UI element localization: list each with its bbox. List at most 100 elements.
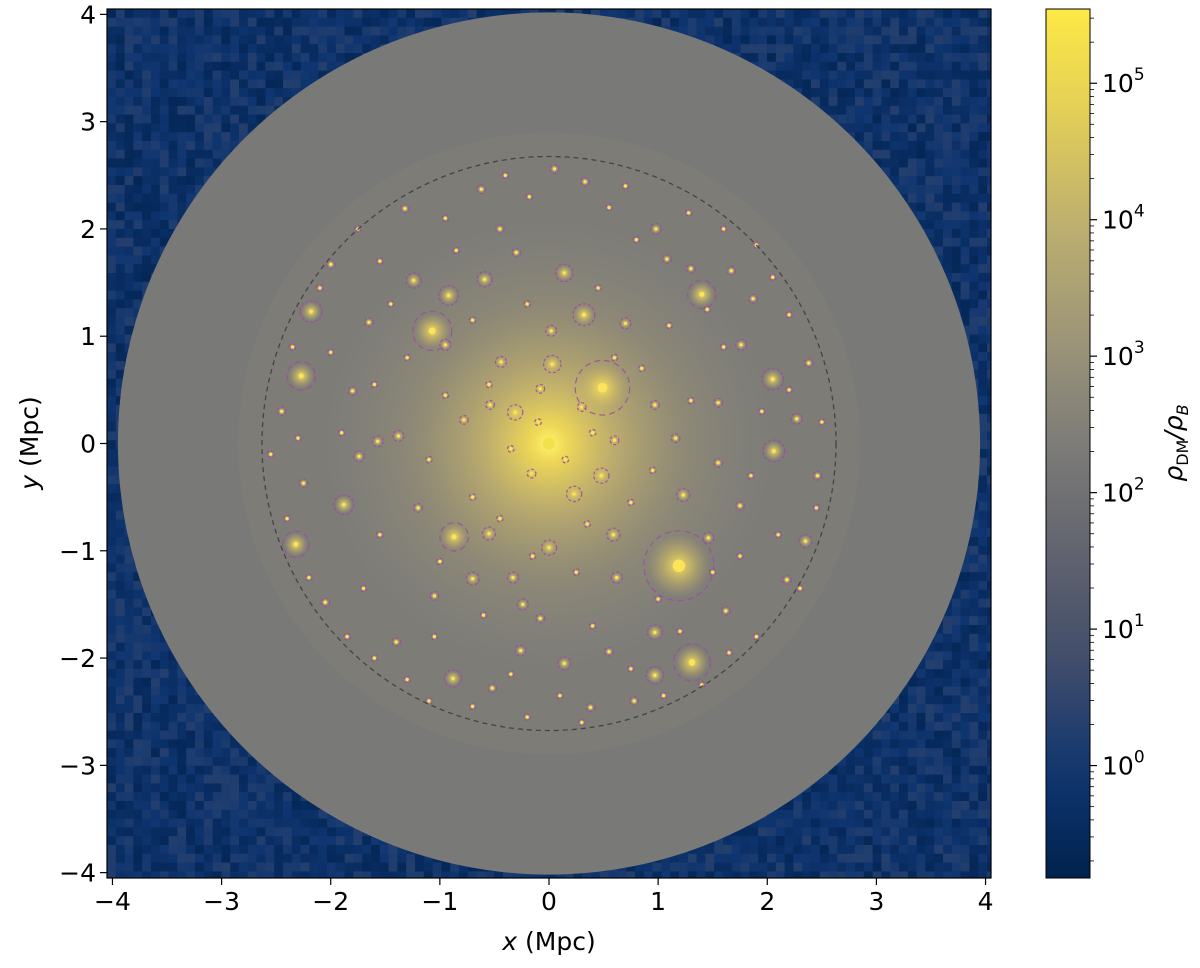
- subhalo-marker: [298, 478, 309, 489]
- subhalo: [315, 284, 324, 292]
- subhalo-core: [672, 559, 686, 573]
- subhalo-marker: [588, 428, 597, 437]
- subhalo-core: [443, 216, 447, 220]
- subhalo-core: [451, 534, 457, 540]
- subhalo-core: [585, 522, 589, 526]
- subhalo-marker: [353, 450, 366, 463]
- subhalo-core: [269, 452, 273, 456]
- subhalo-marker: [661, 254, 672, 264]
- subhalo-core: [607, 650, 611, 654]
- subhalo: [542, 354, 562, 374]
- subhalo: [604, 646, 614, 657]
- subhalo-core: [705, 307, 709, 311]
- colorbar-bar: [1045, 8, 1091, 879]
- subhalo-core: [771, 275, 775, 279]
- subhalo-marker: [781, 574, 792, 585]
- subhalo: [659, 691, 668, 700]
- subhalo-marker: [790, 412, 803, 425]
- subhalo-marker: [354, 225, 362, 233]
- subhalo-core: [798, 586, 802, 590]
- subhalo: [585, 702, 596, 713]
- subhalo: [785, 385, 793, 394]
- subhalo-core: [498, 516, 502, 521]
- subhalo: [343, 632, 351, 641]
- y-tick-label: −4: [59, 859, 96, 888]
- subhalo-core: [280, 409, 284, 413]
- subhalo-core: [739, 343, 743, 347]
- subhalo: [574, 359, 631, 416]
- subhalo: [326, 348, 335, 357]
- subhalo-core: [503, 173, 507, 177]
- subhalo-marker: [391, 637, 402, 647]
- subhalo-core: [428, 327, 436, 335]
- subhalo-marker: [817, 418, 826, 426]
- subhalo-marker: [441, 391, 450, 400]
- subhalo-core: [443, 343, 447, 347]
- subhalo: [761, 367, 785, 391]
- subhalo-core: [471, 318, 475, 322]
- subhalo-core: [499, 360, 503, 364]
- subhalo-core: [688, 659, 696, 666]
- subhalo: [516, 598, 529, 611]
- subhalo-marker: [621, 182, 630, 190]
- subhalo-marker: [496, 514, 504, 523]
- subhalo-core: [479, 187, 483, 191]
- subhalo: [619, 317, 632, 330]
- subhalo-core: [572, 492, 576, 496]
- subhalo-marker: [629, 696, 640, 706]
- subhalo-marker: [413, 502, 424, 513]
- colorbar-label: ρDM/ρB: [1159, 404, 1192, 481]
- subhalo-core: [519, 648, 523, 653]
- subhalo-core: [525, 715, 529, 719]
- subhalo-marker: [425, 455, 433, 464]
- subhalo-core: [547, 545, 551, 550]
- y-tick-label: 4: [80, 0, 96, 29]
- subhalo-core: [580, 405, 584, 409]
- subhalo-marker: [576, 402, 587, 412]
- subhalo: [572, 568, 581, 577]
- subhalo: [594, 284, 602, 292]
- subhalo-marker: [282, 530, 310, 559]
- subhalo-marker: [626, 498, 635, 507]
- subhalo: [438, 285, 460, 306]
- y-tick-label: 1: [80, 322, 96, 351]
- subhalo-core: [711, 570, 715, 574]
- subhalo-core: [615, 576, 619, 580]
- subhalo: [439, 338, 452, 351]
- y-axis-ticks: −4 −3 −2 −1 0 1 2 3 4: [59, 0, 107, 888]
- subhalo: [583, 520, 592, 528]
- subhalo-marker: [645, 665, 665, 685]
- subhalo-marker: [534, 418, 542, 426]
- subhalo: [735, 338, 748, 351]
- subhalo: [391, 637, 402, 647]
- subhalo-marker: [687, 279, 717, 310]
- subhalo-marker: [438, 285, 460, 306]
- subhalo-marker: [494, 355, 508, 369]
- subhalo-marker: [399, 203, 410, 214]
- subhalo: [298, 478, 309, 489]
- y-tick-label: 3: [80, 108, 96, 137]
- subhalo-core: [706, 536, 710, 540]
- colorbar: 100 101 102 103 104 105 ρDM/ρB: [1045, 8, 1192, 879]
- subhalo-marker: [583, 520, 592, 528]
- subhalo-core: [563, 457, 567, 462]
- subhalo-core: [623, 184, 627, 188]
- subhalo: [736, 552, 744, 561]
- subhalo: [425, 455, 433, 464]
- subhalo-core: [357, 454, 361, 458]
- subhalo-core: [673, 436, 678, 440]
- subhalo-core: [389, 302, 393, 306]
- colorbar-tick-label: 101: [1102, 611, 1145, 644]
- subhalo: [441, 391, 450, 400]
- subhalo-marker: [347, 385, 358, 396]
- subhalo: [588, 622, 597, 630]
- subhalo: [670, 433, 681, 444]
- x-tick-label: −2: [312, 887, 349, 916]
- subhalo-marker: [439, 338, 452, 351]
- subhalo-core: [318, 286, 322, 290]
- subhalo-marker: [305, 573, 313, 582]
- subhalo-marker: [516, 598, 529, 611]
- subhalo-core: [342, 502, 346, 507]
- subhalo-marker: [370, 380, 379, 389]
- subhalo: [325, 259, 336, 270]
